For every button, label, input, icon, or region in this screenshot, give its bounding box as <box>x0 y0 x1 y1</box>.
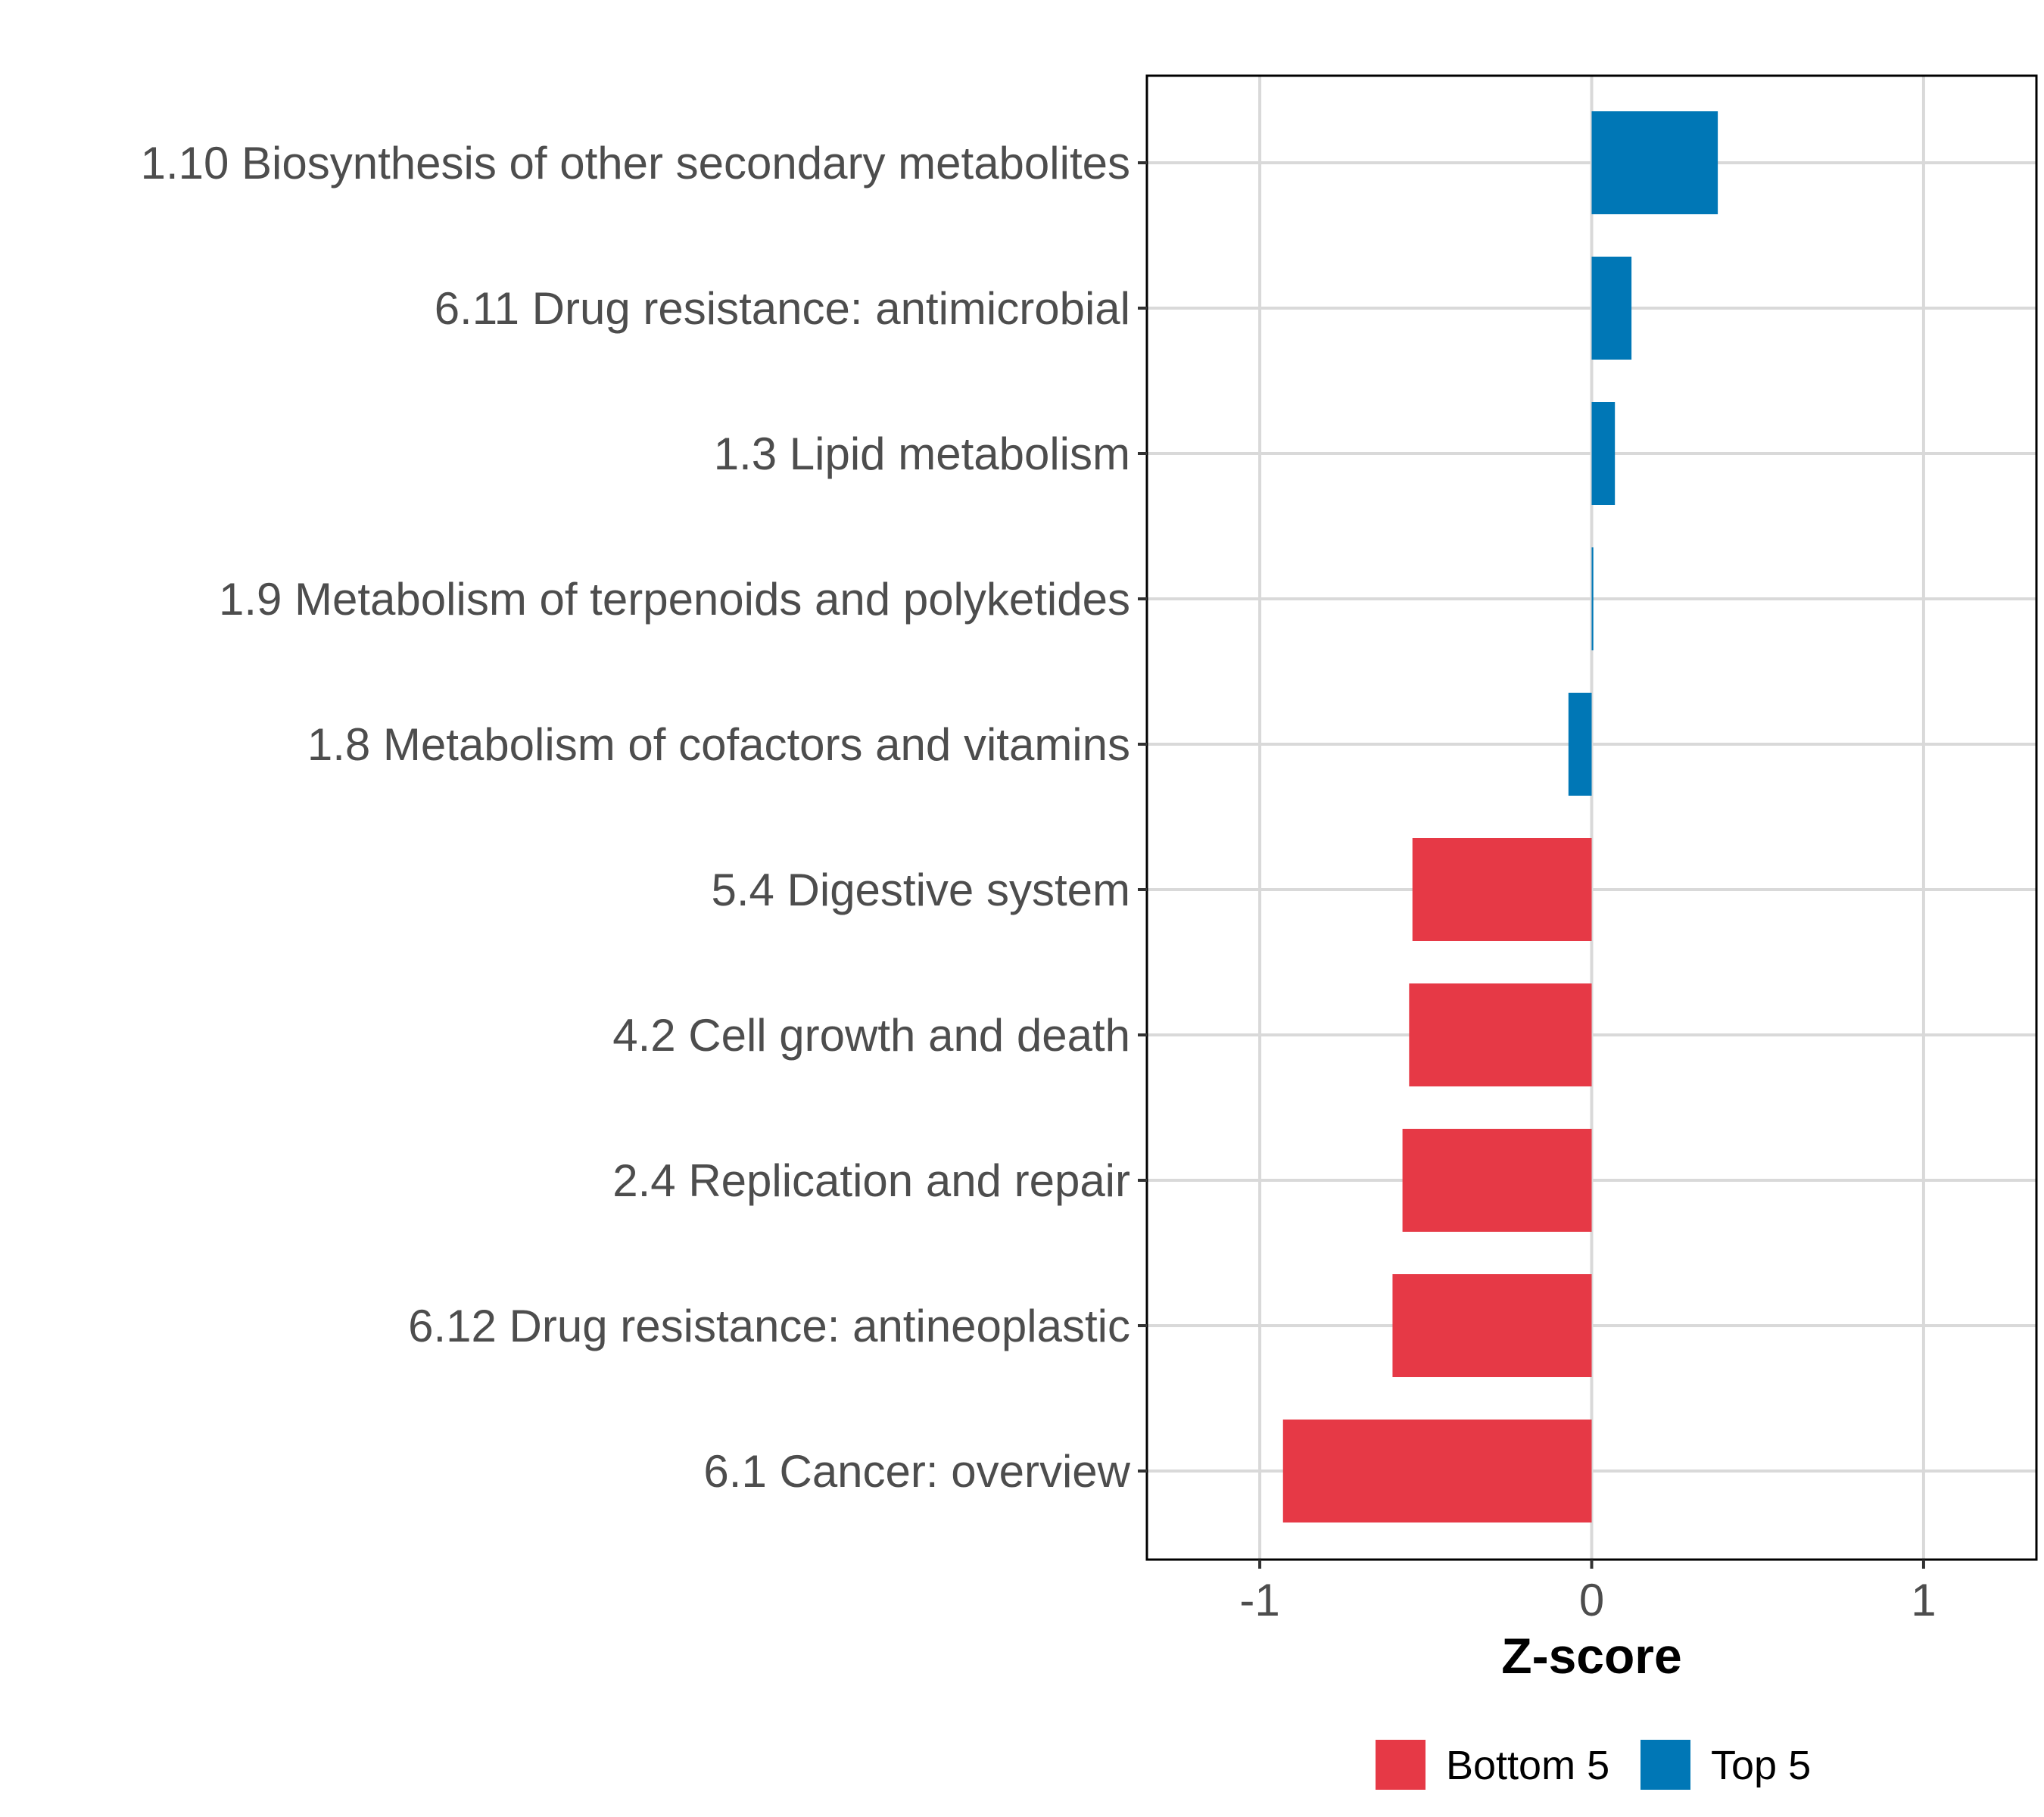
x-tick-label: 0 <box>1579 1575 1604 1625</box>
bars <box>1282 111 1718 1522</box>
bar-3 <box>1591 402 1616 505</box>
legend-swatch-1 <box>1376 1740 1426 1790</box>
category-label: 1.9 Metabolism of terpenoids and polyket… <box>219 574 1130 625</box>
bar-5 <box>1568 693 1592 796</box>
category-label: 6.1 Cancer: overview <box>703 1446 1130 1497</box>
bar-9 <box>1392 1274 1592 1377</box>
category-label: 1.8 Metabolism of cofactors and vitamins <box>307 719 1130 770</box>
bar-2 <box>1591 257 1632 360</box>
x-tick-label: 1 <box>1911 1575 1936 1625</box>
category-label: 6.12 Drug resistance: antineoplastic <box>408 1301 1130 1351</box>
bar-8 <box>1402 1129 1592 1232</box>
bar-7 <box>1409 983 1592 1086</box>
bar-10 <box>1282 1420 1592 1522</box>
legend: Bottom 5 Top 5 <box>1376 1740 1811 1790</box>
category-label: 5.4 Digestive system <box>711 865 1130 915</box>
x-tick-label: -1 <box>1239 1575 1279 1625</box>
x-axis-title: Z-score <box>1501 1628 1681 1684</box>
legend-swatch-2 <box>1640 1740 1690 1790</box>
legend-label-2: Top 5 <box>1711 1743 1811 1788</box>
category-label: 1.3 Lipid metabolism <box>714 429 1130 479</box>
bar-4 <box>1591 547 1594 650</box>
legend-label-1: Bottom 5 <box>1446 1743 1609 1788</box>
category-label: 2.4 Replication and repair <box>612 1155 1130 1206</box>
category-label: 6.11 Drug resistance: antimicrobial <box>435 283 1130 334</box>
bar-6 <box>1412 838 1592 941</box>
category-label: 4.2 Cell growth and death <box>612 1010 1130 1061</box>
category-label: 1.10 Biosynthesis of other secondary met… <box>141 138 1130 189</box>
x-axis: -1 0 1 <box>1239 1560 1937 1625</box>
y-axis: 1.10 Biosynthesis of other secondary met… <box>141 138 1147 1497</box>
bar-1 <box>1591 111 1718 214</box>
